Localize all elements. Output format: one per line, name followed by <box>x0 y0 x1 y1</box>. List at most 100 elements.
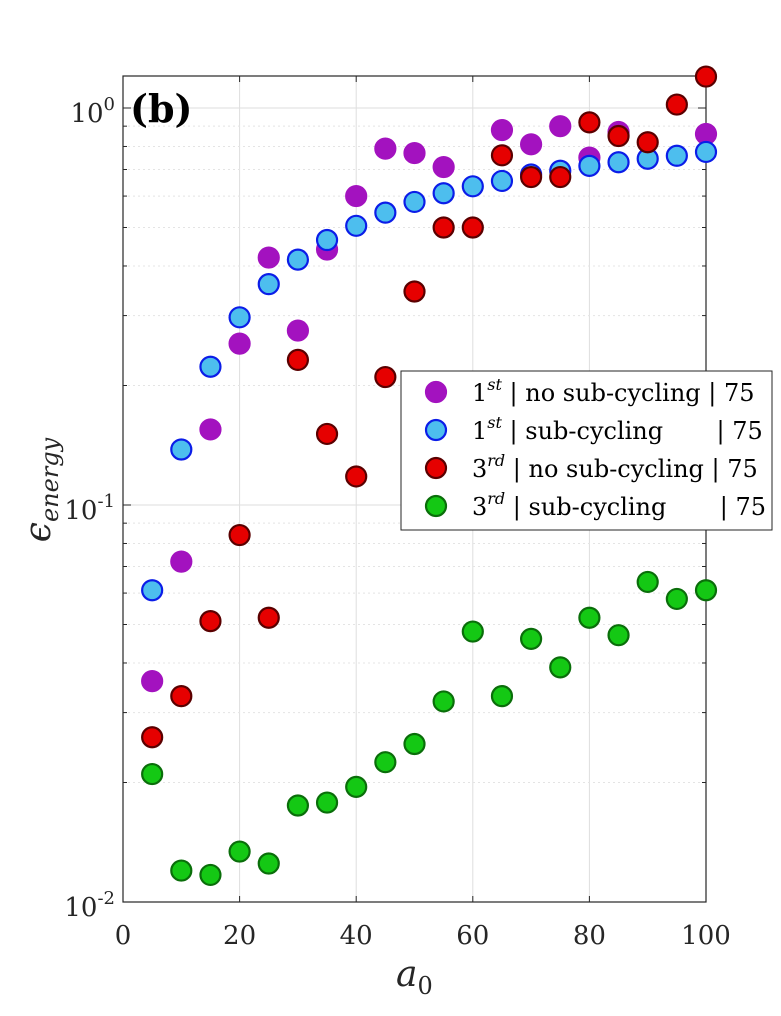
data-point <box>286 248 309 271</box>
series-4-points <box>141 570 718 887</box>
data-point <box>432 182 455 205</box>
y-tick-labels: 10-2 10-1 100 <box>64 94 115 923</box>
legend-label: 3rd | sub-cycling | 75 <box>472 489 766 522</box>
data-point <box>403 732 426 756</box>
data-point <box>403 190 426 214</box>
data-point <box>286 319 309 342</box>
data-point <box>578 606 601 629</box>
panel-label: (b) <box>130 86 193 131</box>
legend-box <box>400 370 773 531</box>
data-point <box>490 685 514 708</box>
data-point <box>345 184 368 208</box>
data-point <box>228 523 251 547</box>
data-point <box>257 852 280 875</box>
x-tick-label: 0 <box>115 921 132 951</box>
data-point <box>199 355 222 378</box>
data-point <box>578 154 601 177</box>
data-point <box>432 690 455 713</box>
svg-text:ϵenergy: ϵenergy <box>18 437 64 542</box>
y-tick-label: 10-2 <box>64 888 115 923</box>
x-tick-label: 20 <box>223 921 256 951</box>
data-point <box>374 137 397 160</box>
data-point <box>490 144 514 167</box>
data-point <box>665 93 688 116</box>
x-axis-title: a0 <box>396 954 433 1000</box>
data-point <box>315 422 339 446</box>
data-point <box>345 214 368 237</box>
data-point <box>374 365 397 389</box>
data-point <box>257 606 280 629</box>
data-point <box>607 151 630 174</box>
data-point <box>519 165 543 189</box>
legend-marker <box>424 456 448 480</box>
data-point <box>345 465 368 488</box>
data-point <box>170 685 193 708</box>
data-point <box>607 124 630 148</box>
data-point <box>403 280 426 303</box>
series-2-points <box>141 140 718 602</box>
data-point <box>519 627 543 650</box>
legend-marker <box>424 380 448 404</box>
data-point <box>199 609 222 633</box>
series-3-points <box>141 65 718 749</box>
legend-entry-4: 3rd | sub-cycling | 75 <box>424 489 766 522</box>
x-tick-label: 80 <box>573 921 606 951</box>
data-point <box>170 859 193 882</box>
data-point <box>170 438 193 461</box>
data-point <box>549 115 572 138</box>
data-point <box>519 133 543 156</box>
x-tick-label: 40 <box>340 921 373 951</box>
data-point <box>461 216 484 239</box>
x-tick-label: 60 <box>456 921 489 951</box>
x-tick-label: 100 <box>681 921 731 951</box>
data-point <box>228 306 251 329</box>
data-point <box>490 118 514 142</box>
data-point <box>374 751 397 774</box>
data-point <box>578 111 601 134</box>
data-point <box>141 762 164 786</box>
data-point <box>228 840 251 863</box>
data-point <box>315 228 339 252</box>
data-point <box>636 570 659 594</box>
data-point <box>141 579 164 602</box>
data-point <box>228 332 251 355</box>
data-point <box>549 165 572 189</box>
data-points <box>141 65 718 887</box>
y-tick-label: 10-1 <box>64 491 115 526</box>
y-tick-label: 100 <box>70 94 115 129</box>
y-axis-title: ϵenergy <box>18 437 64 542</box>
legend-entry-3: 3rd | no sub-cycling | 75 <box>424 451 758 484</box>
x-axis-title-base: a <box>396 954 417 995</box>
data-point <box>694 579 718 602</box>
data-point <box>141 670 164 693</box>
series-1-points <box>141 115 718 693</box>
data-point <box>461 175 484 198</box>
x-tick-labels: 0 20 40 60 80 100 <box>115 921 731 951</box>
legend: 1st | no sub-cycling | 75 1st | sub-cycli… <box>400 370 773 531</box>
legend-marker <box>424 418 448 442</box>
legend-label: 1st | sub-cycling | 75 <box>472 413 763 446</box>
data-point <box>432 155 455 179</box>
legend-entry-2: 1st | sub-cycling | 75 <box>424 413 763 446</box>
data-point <box>199 863 222 887</box>
data-point <box>374 201 397 224</box>
data-point <box>286 794 309 817</box>
svg-text:a0: a0 <box>396 954 433 1000</box>
data-point <box>403 141 426 165</box>
data-point <box>549 656 572 679</box>
data-point <box>141 726 164 749</box>
legend-label: 1st | no sub-cycling | 75 <box>472 375 755 408</box>
y-axis-title-subscript: energy <box>36 437 64 522</box>
data-point <box>694 140 718 164</box>
axis-ticks <box>122 76 707 903</box>
data-point <box>257 246 280 269</box>
data-point <box>432 216 455 239</box>
data-point <box>665 144 688 167</box>
data-point <box>286 348 309 372</box>
data-point <box>694 65 718 88</box>
x-axis-title-subscript: 0 <box>417 972 432 1000</box>
data-point <box>636 131 659 154</box>
data-point <box>490 169 514 193</box>
data-point <box>199 418 222 441</box>
data-point <box>315 791 339 814</box>
